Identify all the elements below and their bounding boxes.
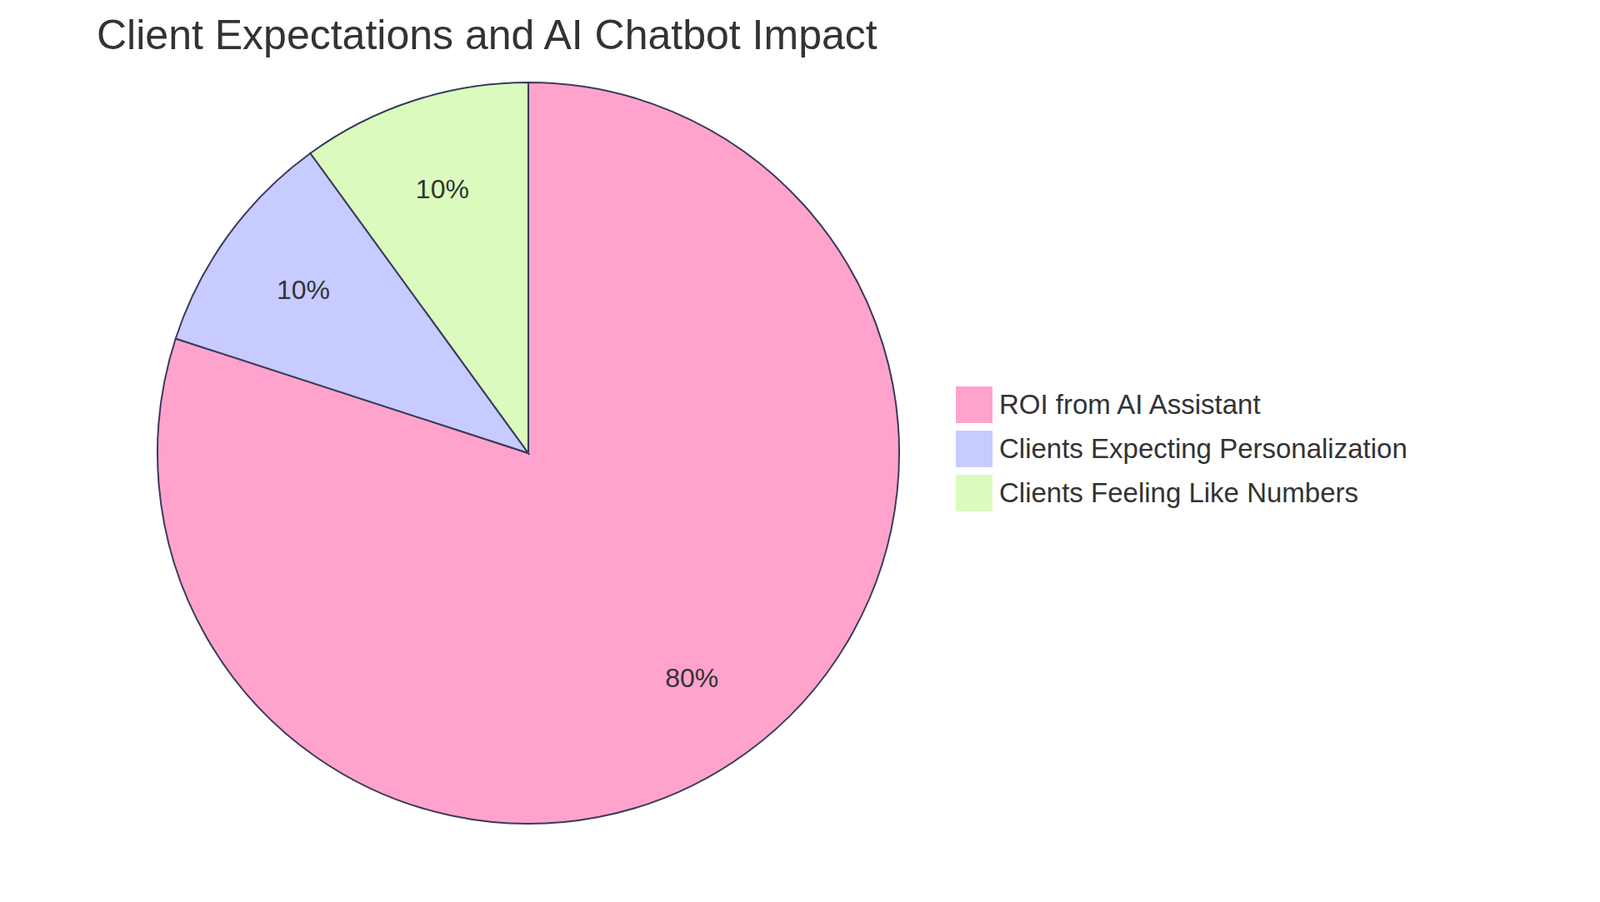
svg-text:10%: 10% xyxy=(415,174,470,205)
svg-text:10%: 10% xyxy=(276,275,330,305)
html-text:ROI from AI Assistant: ROI from AI Assistant xyxy=(999,388,1261,420)
html-text:Clients Expecting Personalizat: Clients Expecting Personalization xyxy=(999,432,1408,464)
html-text:Clients Feeling Like Numbers: Clients Feeling Like Numbers xyxy=(999,477,1359,508)
html-text:Client Expectations and AI Cha: Client Expectations and AI Chatbot Impac… xyxy=(96,11,878,59)
svg-text:80%: 80% xyxy=(665,663,719,694)
